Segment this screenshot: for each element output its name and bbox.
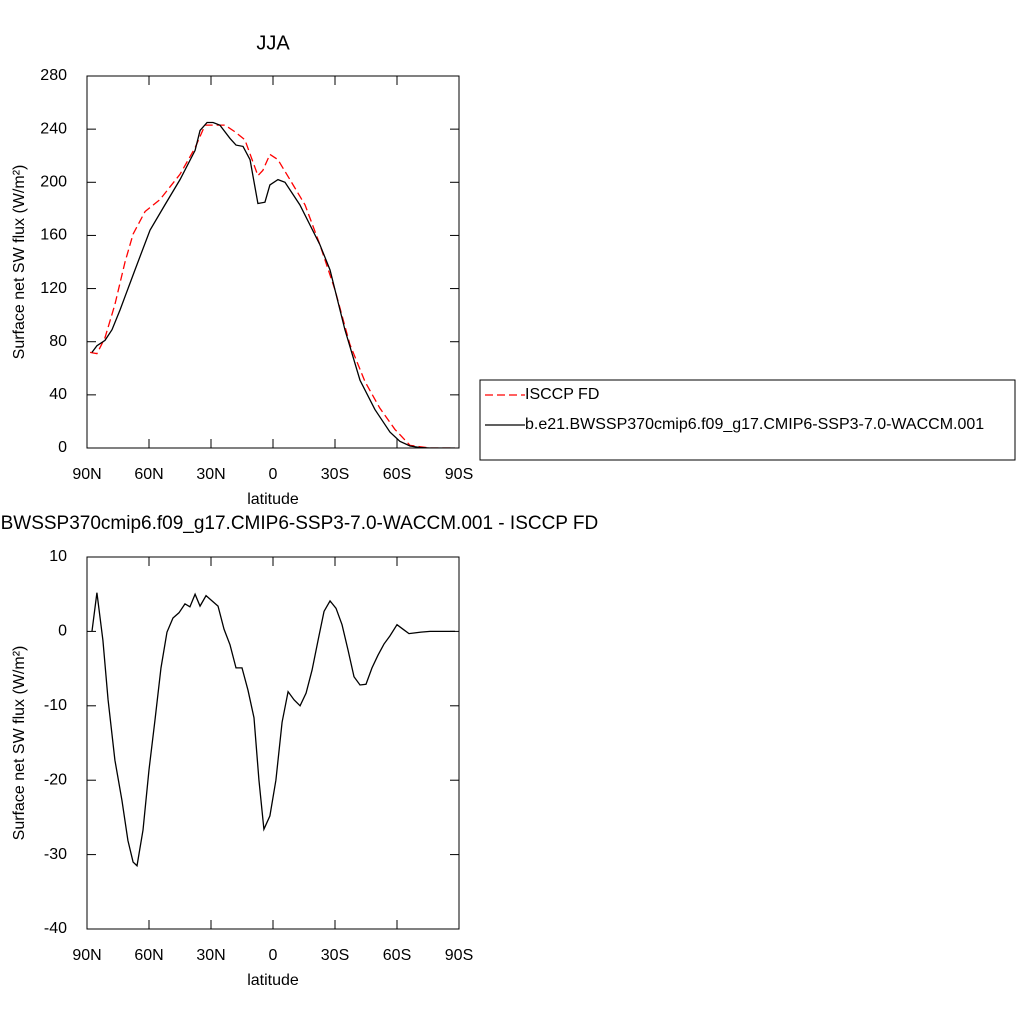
x-tick-label: 90S bbox=[445, 947, 473, 964]
x-tick-label: 60S bbox=[383, 947, 411, 964]
x-tick-label: 0 bbox=[269, 947, 278, 964]
x-tick-label: 60N bbox=[134, 466, 163, 483]
data-line bbox=[91, 592, 456, 868]
chart-title: b.e21.BWSSP370cmip6.f09_g17.CMIP6-SSP3-7… bbox=[0, 513, 598, 534]
y-tick-label: 40 bbox=[49, 386, 67, 403]
plot-frame bbox=[86, 75, 460, 449]
x-tick-label: 60S bbox=[383, 466, 411, 483]
x-axis-label: latitude bbox=[247, 972, 299, 989]
y-axis-label: Surface net SW flux (W/m²) bbox=[11, 646, 28, 841]
legend-label: ISCCP FD bbox=[525, 386, 599, 403]
y-tick-label: 10 bbox=[49, 548, 67, 565]
x-tick-label: 90N bbox=[72, 947, 101, 964]
y-tick-label: -20 bbox=[44, 771, 67, 788]
data-line bbox=[91, 121, 455, 448]
y-tick-label: 280 bbox=[40, 67, 67, 84]
y-tick-label: 240 bbox=[40, 120, 67, 137]
plot-frame bbox=[86, 556, 460, 930]
y-axis-label: Surface net SW flux (W/m²) bbox=[11, 165, 28, 360]
x-tick-label: 30S bbox=[321, 466, 349, 483]
legend-box bbox=[479, 379, 1016, 461]
y-tick-label: 120 bbox=[40, 280, 67, 297]
y-tick-label: -40 bbox=[44, 920, 67, 937]
chart-title: JJA bbox=[256, 32, 290, 54]
x-tick-label: 60N bbox=[134, 947, 163, 964]
data-line bbox=[89, 124, 455, 448]
y-tick-label: -10 bbox=[44, 697, 67, 714]
x-tick-label: 90S bbox=[445, 466, 473, 483]
y-tick-label: 160 bbox=[40, 227, 67, 244]
x-tick-label: 30N bbox=[196, 466, 225, 483]
y-tick-label: 0 bbox=[58, 623, 67, 640]
x-axis-label: latitude bbox=[247, 491, 299, 508]
y-tick-label: 0 bbox=[58, 439, 67, 456]
x-tick-label: 30S bbox=[321, 947, 349, 964]
legend-label: b.e21.BWSSP370cmip6.f09_g17.CMIP6-SSP3-7… bbox=[525, 416, 984, 433]
x-tick-label: 90N bbox=[72, 466, 101, 483]
x-tick-label: 30N bbox=[196, 947, 225, 964]
y-tick-label: 200 bbox=[40, 174, 67, 191]
y-tick-label: -30 bbox=[44, 846, 67, 863]
y-tick-label: 80 bbox=[49, 333, 67, 350]
x-tick-label: 0 bbox=[269, 466, 278, 483]
